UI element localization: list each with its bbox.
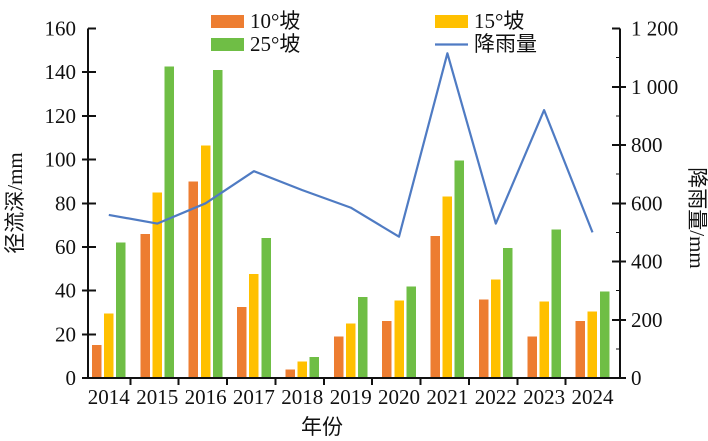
bar-15°坡-2020 [394,300,404,378]
left-tick-label-100: 100 [45,148,77,172]
bar-25°坡-2022 [503,248,513,378]
legend-label-25°坡: 25°坡 [250,32,300,56]
x-label-2017: 2017 [233,385,275,409]
legend-swatch-25°坡 [211,38,244,51]
bar-10°坡-2022 [478,299,489,378]
bar-25°坡-2021 [454,160,465,378]
bar-15°坡-2023 [539,301,549,378]
x-label-2020: 2020 [378,385,420,409]
left-tick-label-40: 40 [55,279,76,303]
bar-25°坡-2016 [212,70,223,378]
right-tick-label-600: 600 [631,191,663,215]
bar-15°坡-2014 [104,313,114,378]
bar-10°坡-2016 [188,181,199,378]
bar-15°坡-2018 [297,361,308,378]
left-tick-label-160: 160 [45,17,77,41]
left-axis-title: 径流深/mm [3,152,27,254]
x-label-2016: 2016 [185,385,227,409]
bar-25°坡-2014 [116,242,126,378]
bar-25°坡-2019 [358,297,368,378]
legend-label-15°坡: 15°坡 [474,9,524,33]
bar-15°坡-2024 [587,311,598,378]
legend-label-降雨量: 降雨量 [474,32,537,56]
right-tick-label-400: 400 [631,250,663,274]
x-label-2024: 2024 [572,385,615,409]
bar-15°坡-2022 [491,279,501,378]
bar-10°坡-2017 [237,307,247,378]
bar-15°坡-2016 [200,145,211,378]
bar-15°坡-2019 [345,323,356,378]
right-tick-label-800: 800 [631,133,663,157]
x-label-2022: 2022 [475,385,517,409]
x-label-2018: 2018 [281,385,323,409]
bar-10°坡-2018 [285,369,295,378]
left-tick-label-80: 80 [55,191,76,215]
legend-swatch-15°坡 [435,15,468,28]
x-label-2014: 2014 [88,385,131,409]
x-label-2021: 2021 [426,385,468,409]
bar-25°坡-2018 [309,357,320,378]
right-tick-label-1200: 1 200 [631,17,678,41]
bar-10°坡-2019 [333,336,344,378]
bar-10°坡-2015 [140,233,150,378]
bar-10°坡-2024 [575,321,586,378]
bar-15°坡-2015 [152,192,162,378]
bar-10°坡-2014 [92,345,102,378]
bar-25°坡-2024 [599,291,610,378]
bar-10°坡-2020 [382,321,392,378]
left-tick-label-0: 0 [66,366,77,390]
bar-10°坡-2023 [527,336,537,378]
x-axis-title: 年份 [301,415,343,439]
bar-25°坡-2017 [261,238,271,378]
left-tick-label-60: 60 [55,235,76,259]
right-tick-label-0: 0 [631,366,642,390]
x-label-2023: 2023 [523,385,565,409]
legend-label-10°坡: 10°坡 [250,9,300,33]
right-tick-label-200: 200 [631,308,663,332]
bar-25°坡-2015 [164,66,175,378]
bar-25°坡-2023 [551,229,561,378]
left-tick-label-20: 20 [55,322,76,346]
left-tick-label-140: 140 [45,60,77,84]
plot-layer: 0 20 40 60 80 100 120 140 160 0 200 400 600 800 1 000 1… [45,9,679,409]
right-tick-label-1000: 1 000 [631,75,678,99]
rainfall-line [108,52,594,238]
x-label-2015: 2015 [136,385,178,409]
bar-10°坡-2021 [430,236,440,378]
x-label-2019: 2019 [330,385,372,409]
legend-swatch-10°坡 [211,15,244,28]
right-axis-title: 降雨量/mm [685,167,708,269]
bar-15°坡-2021 [442,196,453,378]
left-tick-label-120: 120 [45,104,77,128]
bar-15°坡-2017 [249,274,259,378]
bar-25°坡-2020 [406,286,416,378]
